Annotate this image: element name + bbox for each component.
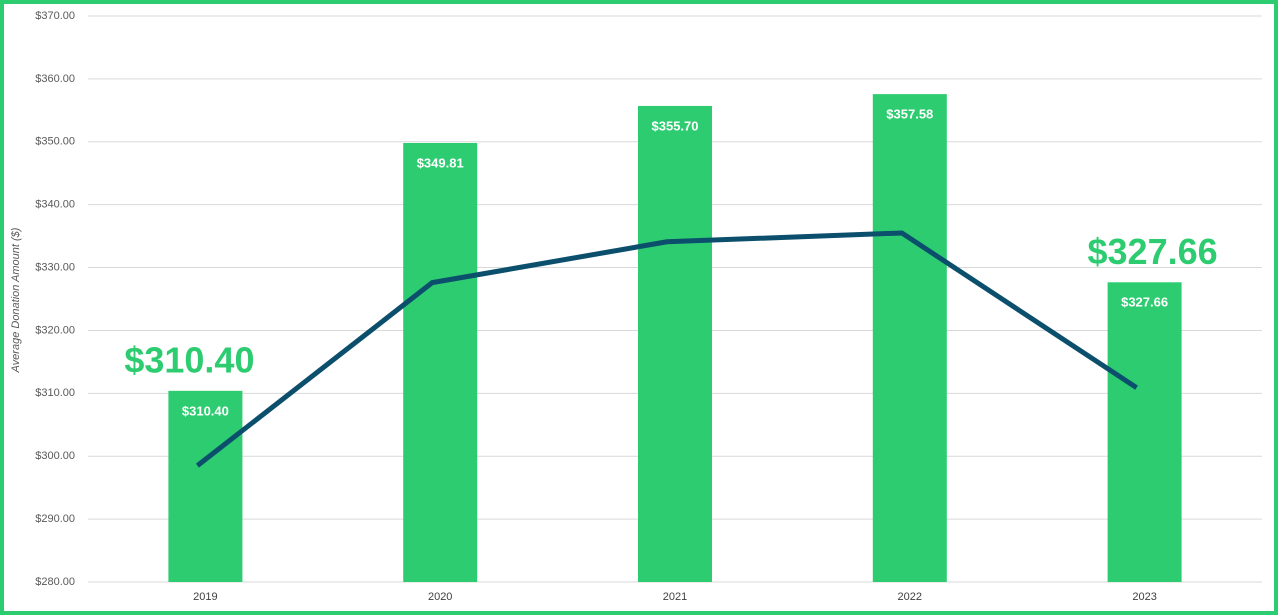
y-tick-label: $320.00 xyxy=(35,324,75,336)
bar xyxy=(872,94,947,582)
y-tick-label: $280.00 xyxy=(35,576,75,588)
line xyxy=(195,230,1138,468)
y-tick-label: $360.00 xyxy=(35,73,75,85)
data-label: $357.58 xyxy=(886,107,933,122)
y-tick-label: $350.00 xyxy=(35,136,75,148)
y-tick-label: $330.00 xyxy=(35,261,75,273)
x-tick-label: 2023 xyxy=(1132,591,1156,603)
bar xyxy=(168,390,243,582)
x-tick-label: 2019 xyxy=(193,591,217,603)
bar xyxy=(403,142,478,583)
data-label: $349.81 xyxy=(417,155,464,170)
data-label: $310.40 xyxy=(182,403,229,418)
annotation: $310.40 xyxy=(124,339,254,380)
annotation: $327.66 xyxy=(1088,231,1218,272)
y-tick-label: $310.00 xyxy=(35,387,75,399)
data-label: $355.70 xyxy=(652,118,699,133)
data-label: $327.66 xyxy=(1121,295,1168,310)
x-tick-label: 2020 xyxy=(428,591,452,603)
x-tick-label: 2022 xyxy=(898,591,922,603)
bar xyxy=(638,105,712,582)
x-tick-label: 2021 xyxy=(663,591,687,603)
y-tick-label: $300.00 xyxy=(35,450,75,462)
y-axis-label: Average Donation Amount ($) xyxy=(10,227,22,373)
y-tick-label: $370.00 xyxy=(35,10,75,22)
bar xyxy=(1107,282,1182,582)
y-tick-label: $340.00 xyxy=(35,199,75,211)
y-tick-label: $290.00 xyxy=(35,513,75,525)
